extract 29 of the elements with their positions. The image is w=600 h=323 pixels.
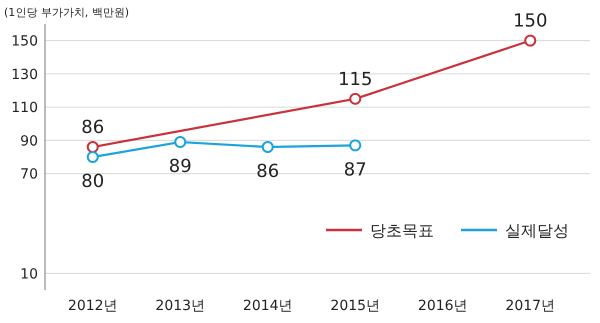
x-tick-label: 2014년 <box>242 298 293 314</box>
y-axis-title: (1인당 부가가치, 백만원) <box>4 6 130 19</box>
x-tick-label: 2017년 <box>505 298 556 314</box>
x-tick-label: 2015년 <box>330 298 380 314</box>
y-tick-label: 70 <box>20 166 38 183</box>
data-label: 115 <box>338 68 372 90</box>
point <box>262 141 274 154</box>
data-label: 86 <box>256 161 280 182</box>
data-label: 87 <box>344 159 367 180</box>
data-label: 86 <box>81 117 104 138</box>
y-tick-label: 130 <box>11 66 38 83</box>
legend-label: 당초목표 <box>370 221 434 240</box>
y-tick-label: 110 <box>11 100 38 116</box>
point <box>86 141 99 154</box>
x-tick-label: 2012년 <box>68 298 118 314</box>
point <box>86 151 99 163</box>
x-tick-label: 2016년 <box>418 298 468 314</box>
x-tick-label: 2013년 <box>155 298 206 314</box>
point <box>174 136 186 148</box>
y-tick-label: 90 <box>20 133 38 150</box>
point <box>349 139 362 152</box>
data-label: 150 <box>513 10 548 32</box>
data-label: 89 <box>168 156 192 178</box>
y-tick-label: 10 <box>20 266 38 282</box>
point <box>349 92 362 105</box>
legend-label: 실제달성 <box>505 221 569 240</box>
y-tick-label: 150 <box>11 34 38 50</box>
data-label: 80 <box>81 171 104 192</box>
point <box>524 34 536 47</box>
